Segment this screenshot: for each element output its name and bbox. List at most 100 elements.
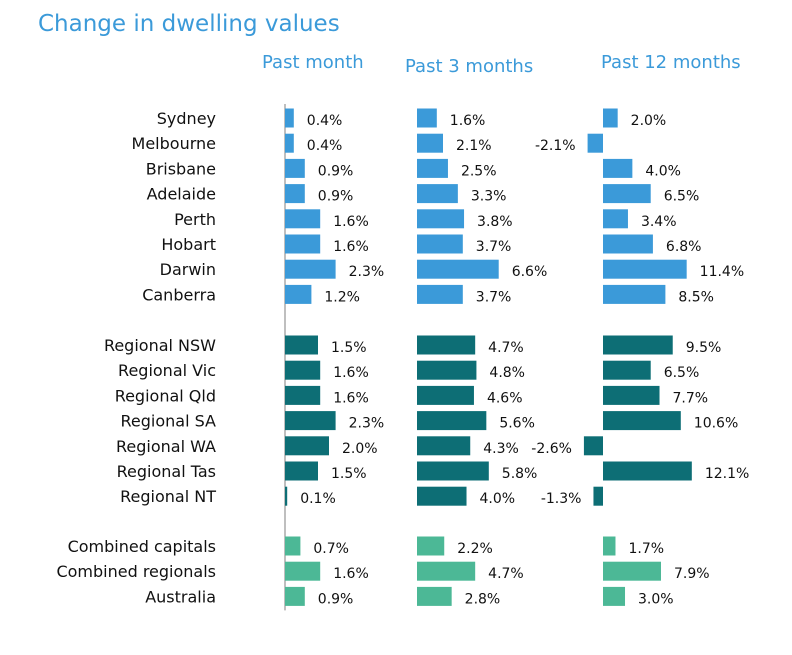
bar-adelaide-past-month bbox=[285, 184, 305, 204]
bar-adelaide-past-12-months bbox=[603, 184, 651, 204]
bar-regional-sa-past-month bbox=[285, 411, 336, 431]
bar-brisbane-past-3-months bbox=[417, 158, 448, 178]
value-label-hobart-past-month: 1.6% bbox=[333, 239, 369, 255]
bar-brisbane-past-month bbox=[285, 158, 305, 178]
row-label-combined-regionals: Combined regionals bbox=[56, 562, 216, 581]
value-label-canberra-past-3-months: 3.7% bbox=[476, 289, 512, 305]
bar-regional-qld-past-month bbox=[285, 385, 321, 405]
bar-australia-past-month bbox=[285, 586, 305, 606]
bar-adelaide-past-3-months bbox=[417, 184, 458, 204]
value-label-regional-tas-past-month: 1.5% bbox=[331, 466, 367, 482]
bar-perth-past-12-months bbox=[603, 209, 628, 229]
value-label-combined-regionals-past-3-months: 4.7% bbox=[488, 566, 524, 582]
row-label-canberra: Canberra bbox=[142, 285, 216, 304]
bar-regional-nt-past-12-months bbox=[593, 486, 603, 506]
bar-brisbane-past-12-months bbox=[603, 158, 633, 178]
value-label-regional-qld-past-3-months: 4.6% bbox=[487, 390, 523, 406]
bar-sydney-past-month bbox=[285, 108, 294, 128]
value-label-adelaide-past-12-months: 6.5% bbox=[664, 189, 700, 205]
value-label-regional-qld-past-12-months: 7.7% bbox=[673, 390, 709, 406]
row-label-regional-sa: Regional SA bbox=[120, 412, 216, 431]
value-label-regional-nt-past-12-months: -1.3% bbox=[541, 491, 582, 507]
bar-regional-nsw-past-3-months bbox=[417, 335, 476, 355]
value-label-australia-past-12-months: 3.0% bbox=[638, 591, 674, 607]
value-label-combined-capitals-past-month: 0.7% bbox=[313, 541, 349, 557]
bar-regional-nsw-past-12-months bbox=[603, 335, 673, 355]
row-label-perth: Perth bbox=[174, 210, 216, 229]
bar-regional-tas-past-12-months bbox=[603, 461, 692, 481]
value-label-canberra-past-month: 1.2% bbox=[324, 289, 360, 305]
bar-sydney-past-12-months bbox=[603, 108, 618, 128]
row-label-sydney: Sydney bbox=[157, 109, 216, 128]
bar-regional-wa-past-12-months bbox=[583, 436, 603, 456]
panel-headers: Past month Past 3 months Past 12 months bbox=[262, 52, 741, 77]
row-label-combined-capitals: Combined capitals bbox=[68, 537, 216, 556]
bar-hobart-past-3-months bbox=[417, 234, 463, 254]
value-label-canberra-past-12-months: 8.5% bbox=[678, 289, 714, 305]
bar-regional-sa-past-12-months bbox=[603, 411, 681, 431]
bar-regional-sa-past-3-months bbox=[417, 411, 487, 431]
bar-melbourne-past-month bbox=[285, 133, 294, 153]
bar-combined-regionals-past-12-months bbox=[603, 561, 661, 581]
value-label-regional-nsw-past-12-months: 9.5% bbox=[686, 340, 722, 356]
row-label-hobart: Hobart bbox=[161, 235, 216, 254]
value-label-regional-wa-past-3-months: 4.3% bbox=[483, 441, 519, 457]
panel-header-past-month: Past month bbox=[262, 52, 364, 73]
value-label-perth-past-month: 1.6% bbox=[333, 214, 369, 230]
bar-regional-nt-past-month bbox=[285, 486, 288, 506]
bar-australia-past-12-months bbox=[603, 586, 626, 606]
bar-combined-capitals-past-month bbox=[285, 536, 301, 556]
value-label-sydney-past-month: 0.4% bbox=[307, 113, 343, 129]
bar-regional-vic-past-3-months bbox=[417, 360, 477, 380]
value-label-regional-vic-past-month: 1.6% bbox=[333, 365, 369, 381]
value-label-perth-past-3-months: 3.8% bbox=[477, 214, 513, 230]
value-label-melbourne-past-12-months: -2.1% bbox=[535, 138, 576, 154]
value-label-hobart-past-12-months: 6.8% bbox=[666, 239, 702, 255]
value-label-regional-vic-past-12-months: 6.5% bbox=[664, 365, 700, 381]
value-label-brisbane-past-12-months: 4.0% bbox=[645, 163, 681, 179]
value-label-australia-past-3-months: 2.8% bbox=[465, 591, 501, 607]
row-label-adelaide: Adelaide bbox=[147, 185, 216, 204]
value-label-regional-sa-past-3-months: 5.6% bbox=[499, 416, 535, 432]
value-label-regional-vic-past-3-months: 4.8% bbox=[489, 365, 525, 381]
bar-regional-qld-past-3-months bbox=[417, 385, 474, 405]
bar-hobart-past-month bbox=[285, 234, 321, 254]
bar-regional-vic-past-month bbox=[285, 360, 321, 380]
value-label-hobart-past-3-months: 3.7% bbox=[476, 239, 512, 255]
value-label-adelaide-past-3-months: 3.3% bbox=[471, 189, 507, 205]
value-label-regional-nsw-past-3-months: 4.7% bbox=[488, 340, 524, 356]
value-label-melbourne-past-3-months: 2.1% bbox=[456, 138, 492, 154]
bar-regional-tas-past-month bbox=[285, 461, 318, 481]
value-label-regional-sa-past-month: 2.3% bbox=[349, 416, 385, 432]
bar-australia-past-3-months bbox=[417, 586, 452, 606]
value-label-combined-regionals-past-12-months: 7.9% bbox=[674, 566, 710, 582]
value-label-regional-nsw-past-month: 1.5% bbox=[331, 340, 367, 356]
bar-canberra-past-12-months bbox=[603, 284, 666, 304]
bar-regional-nsw-past-month bbox=[285, 335, 318, 355]
row-label-melbourne: Melbourne bbox=[132, 134, 216, 153]
value-label-sydney-past-12-months: 2.0% bbox=[631, 113, 667, 129]
bar-regional-qld-past-12-months bbox=[603, 385, 660, 405]
panel-header-past-12-months: Past 12 months bbox=[601, 52, 741, 73]
value-label-regional-nt-past-month: 0.1% bbox=[300, 491, 336, 507]
value-label-regional-wa-past-month: 2.0% bbox=[342, 441, 378, 457]
row-label-regional-nsw: Regional NSW bbox=[104, 336, 216, 355]
bar-regional-vic-past-12-months bbox=[603, 360, 651, 380]
row-label-regional-tas: Regional Tas bbox=[117, 462, 216, 481]
value-label-brisbane-past-3-months: 2.5% bbox=[461, 163, 497, 179]
value-label-regional-wa-past-12-months: -2.6% bbox=[531, 441, 572, 457]
value-label-regional-qld-past-month: 1.6% bbox=[333, 390, 369, 406]
value-label-adelaide-past-month: 0.9% bbox=[318, 189, 354, 205]
bar-combined-regionals-past-month bbox=[285, 561, 321, 581]
value-labels: 0.4% 1.6% 2.0% 0.4% 2.1% -2.1% 0.9% 2.5% 4.0% 0.9… bbox=[300, 113, 749, 607]
bars bbox=[285, 108, 692, 606]
row-label-regional-wa: Regional WA bbox=[116, 437, 216, 456]
row-label-regional-nt: Regional NT bbox=[120, 487, 216, 506]
bar-canberra-past-month bbox=[285, 284, 312, 304]
row-label-brisbane: Brisbane bbox=[146, 159, 216, 178]
bar-combined-capitals-past-12-months bbox=[603, 536, 616, 556]
value-label-combined-capitals-past-3-months: 2.2% bbox=[457, 541, 493, 557]
bar-darwin-past-3-months bbox=[417, 259, 499, 279]
bar-regional-wa-past-month bbox=[285, 436, 329, 456]
